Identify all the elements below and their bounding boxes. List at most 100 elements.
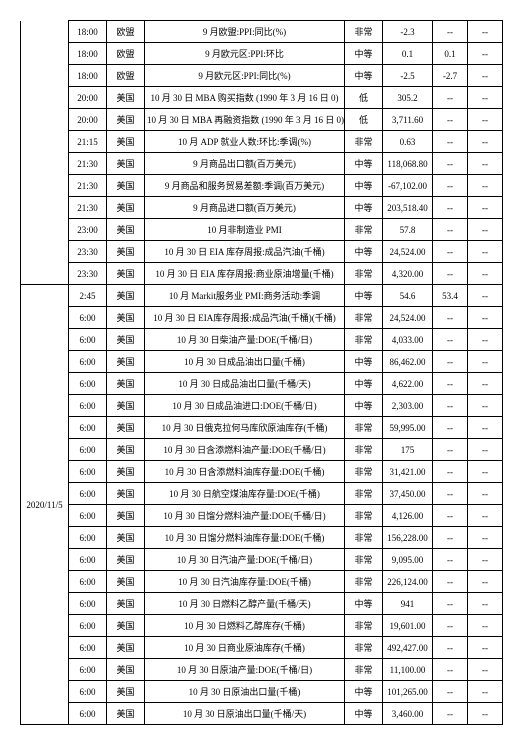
time-cell: 6:00	[69, 505, 107, 527]
importance-cell: 中等	[345, 703, 383, 725]
value2-cell: --	[433, 505, 468, 527]
time-cell: 6:00	[69, 681, 107, 703]
time-cell: 21:15	[69, 131, 107, 153]
country-cell: 美国	[107, 219, 145, 241]
value1-cell: 175	[383, 439, 433, 461]
value2-cell: --	[433, 351, 468, 373]
country-cell: 欧盟	[107, 21, 145, 43]
importance-cell: 中等	[345, 351, 383, 373]
value2-cell: --	[433, 395, 468, 417]
value3-cell: --	[468, 109, 503, 131]
value3-cell: --	[468, 285, 503, 307]
table-row: 6:00美国10 月 30 日成品油出口量(千桶)中等86,462.00----	[21, 351, 503, 373]
country-cell: 美国	[107, 329, 145, 351]
value1-cell: 57.8	[383, 219, 433, 241]
value1-cell: 3,711.60	[383, 109, 433, 131]
value3-cell: --	[468, 681, 503, 703]
value2-cell: --	[433, 703, 468, 725]
value2-cell: --	[433, 439, 468, 461]
value3-cell: --	[468, 549, 503, 571]
country-cell: 美国	[107, 571, 145, 593]
importance-cell: 中等	[345, 373, 383, 395]
economic-calendar-table: 18:00欧盟9 月欧盟:PPI:同比(%)非常-2.3----18:00欧盟9…	[20, 20, 503, 725]
value1-cell: 3,460.00	[383, 703, 433, 725]
value2-cell: --	[433, 263, 468, 285]
table-row: 6:00美国10 月 30 日汽油产量:DOE(千桶/日)非常9,095.00-…	[21, 549, 503, 571]
time-cell: 6:00	[69, 637, 107, 659]
country-cell: 美国	[107, 131, 145, 153]
time-cell: 6:00	[69, 549, 107, 571]
date-cell: 2020/11/5	[21, 285, 69, 725]
table-row: 6:00美国10 月 30 日含添燃料油库存量:DOE(千桶)非常31,421.…	[21, 461, 503, 483]
value3-cell: --	[468, 43, 503, 65]
country-cell: 美国	[107, 241, 145, 263]
country-cell: 美国	[107, 549, 145, 571]
value3-cell: --	[468, 461, 503, 483]
time-cell: 21:30	[69, 153, 107, 175]
value2-cell: --	[433, 307, 468, 329]
event-cell: 10 月 30 日商业原油库存(千桶)	[145, 637, 345, 659]
value2-cell: --	[433, 241, 468, 263]
value1-cell: 305.2	[383, 87, 433, 109]
value3-cell: --	[468, 417, 503, 439]
table-row: 6:00美国10 月 30 日 EIA库存周报:成品汽油(千桶)(千桶)非常24…	[21, 307, 503, 329]
importance-cell: 非常	[345, 483, 383, 505]
importance-cell: 非常	[345, 461, 383, 483]
time-cell: 21:30	[69, 175, 107, 197]
value3-cell: --	[468, 153, 503, 175]
time-cell: 6:00	[69, 439, 107, 461]
importance-cell: 中等	[345, 153, 383, 175]
value2-cell: --	[433, 615, 468, 637]
value3-cell: --	[468, 571, 503, 593]
value3-cell: --	[468, 87, 503, 109]
table-row: 23:30美国10 月 30 日 EIA 库存周报:成品汽油(千桶)中等24,5…	[21, 241, 503, 263]
event-cell: 10 月 30 日汽油产量:DOE(千桶/日)	[145, 549, 345, 571]
event-cell: 10 月 30 日 MBA 购买指数 (1990 年 3 月 16 日 0)	[145, 87, 345, 109]
value3-cell: --	[468, 439, 503, 461]
event-cell: 9 月欧元区:PPI:同比(%)	[145, 65, 345, 87]
event-cell: 9 月商品出口额(百万美元)	[145, 153, 345, 175]
table-row: 6:00美国10 月 30 日汽油库存量:DOE(千桶)非常226,124.00…	[21, 571, 503, 593]
value2-cell: 0.1	[433, 43, 468, 65]
importance-cell: 非常	[345, 659, 383, 681]
value2-cell: --	[433, 571, 468, 593]
event-cell: 10 月 30 日含添燃料油库存量:DOE(千桶)	[145, 461, 345, 483]
value1-cell: 24,524.00	[383, 241, 433, 263]
table-row: 23:30美国10 月 30 日 EIA 库存周报:商业原油增量(千桶)非常4,…	[21, 263, 503, 285]
value1-cell: 11,100.00	[383, 659, 433, 681]
value3-cell: --	[468, 263, 503, 285]
country-cell: 欧盟	[107, 65, 145, 87]
table-row: 6:00美国10 月 30 日柴油产量:DOE(千桶/日)非常4,033.00-…	[21, 329, 503, 351]
value2-cell: --	[433, 527, 468, 549]
value1-cell: 4,320.00	[383, 263, 433, 285]
country-cell: 美国	[107, 417, 145, 439]
country-cell: 美国	[107, 615, 145, 637]
value3-cell: --	[468, 329, 503, 351]
event-cell: 10 月 30 日成品油进口:DOE(千桶/日)	[145, 395, 345, 417]
country-cell: 美国	[107, 197, 145, 219]
value2-cell: --	[433, 197, 468, 219]
value1-cell: 203,518.40	[383, 197, 433, 219]
country-cell: 美国	[107, 505, 145, 527]
table-row: 6:00美国10 月 30 日俄克拉何马库欣原油库存(千桶)非常59,995.0…	[21, 417, 503, 439]
table-row: 18:00欧盟9 月欧盟:PPI:同比(%)非常-2.3----	[21, 21, 503, 43]
value1-cell: 4,622.00	[383, 373, 433, 395]
value1-cell: 156,228.00	[383, 527, 433, 549]
value3-cell: --	[468, 65, 503, 87]
value1-cell: 0.63	[383, 131, 433, 153]
time-cell: 18:00	[69, 43, 107, 65]
importance-cell: 低	[345, 87, 383, 109]
value2-cell: --	[433, 175, 468, 197]
table-row: 6:00美国10 月 30 日成品油进口:DOE(千桶/日)中等2,303.00…	[21, 395, 503, 417]
time-cell: 6:00	[69, 703, 107, 725]
table-row: 23:00美国10 月非制造业 PMI非常57.8----	[21, 219, 503, 241]
value2-cell: --	[433, 87, 468, 109]
importance-cell: 非常	[345, 615, 383, 637]
value1-cell: 9,095.00	[383, 549, 433, 571]
table-row: 6:00美国10 月 30 日原油产量:DOE(千桶/日)非常11,100.00…	[21, 659, 503, 681]
table-row: 6:00美国10 月 30 日原油出口量(千桶/天)中等3,460.00----	[21, 703, 503, 725]
date-cell	[21, 21, 69, 285]
time-cell: 18:00	[69, 65, 107, 87]
value3-cell: --	[468, 219, 503, 241]
table-row: 21:30美国9 月商品进口额(百万美元)中等203,518.40----	[21, 197, 503, 219]
